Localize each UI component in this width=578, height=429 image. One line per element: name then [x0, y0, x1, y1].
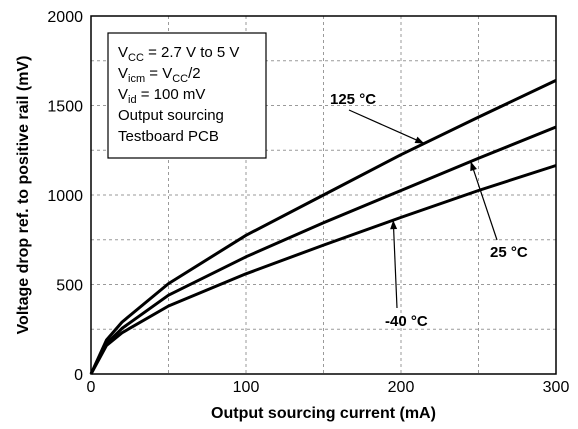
annotation-arrow-line [470, 161, 498, 241]
x-axis-label: Output sourcing current (mA) [211, 405, 436, 422]
y-tick-label: 500 [56, 278, 83, 295]
y-axis-label: Voltage drop ref. to positive rail (mV) [15, 56, 32, 335]
series-line-1 [89, 125, 557, 375]
condition-line: Testboard PCB [118, 128, 219, 145]
conditions-box-frame [107, 32, 267, 159]
x-tick-label: 200 [388, 379, 415, 396]
annotation-arrow-head [414, 136, 425, 144]
annotation-arrow-line [392, 220, 398, 309]
x-tick-label: 100 [233, 379, 260, 396]
annotation-label: -40 °C [385, 313, 428, 330]
y-tick-label: 2000 [47, 9, 83, 26]
y-tick-label: 1000 [47, 188, 83, 205]
annotation-arrow-head [390, 220, 398, 230]
annotation-label: 125 °C [330, 91, 376, 108]
y-tick-label: 1500 [47, 99, 83, 116]
condition-line: Vid​ = 100 mV [118, 86, 205, 106]
chart-annotations: 125 °C 25 °C -40 °C [330, 91, 528, 330]
condition-line: Vicm​ = VCC​/2 [118, 65, 201, 85]
series-line-0 [89, 79, 557, 375]
plot-frame [90, 15, 557, 375]
y-tick-label: 0 [74, 367, 83, 384]
x-tick-label: 300 [543, 379, 570, 396]
series-line-2 [89, 164, 557, 375]
condition-line: Output sourcing [118, 107, 224, 124]
annotation-arrow-head [470, 161, 477, 172]
condition-line: VCC​ = 2.7 V to 5 V [118, 44, 239, 64]
x-tick-label: 0 [87, 379, 96, 396]
annotation-label: 25 °C [490, 244, 528, 261]
chart-tick-labels: 0 100 200 300 0 500 1000 1500 2000 [47, 9, 569, 396]
chart-series-group [89, 79, 557, 375]
annotation-arrow-line [348, 109, 425, 144]
